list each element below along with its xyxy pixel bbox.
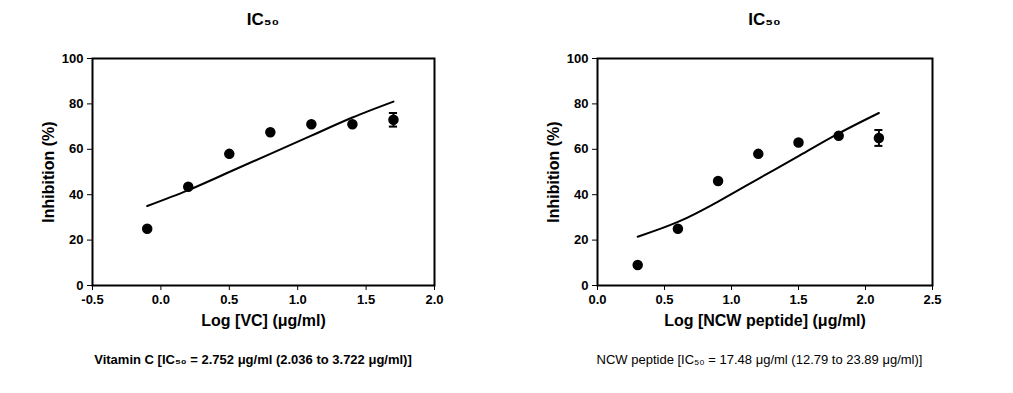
svg-text:100: 100 — [62, 51, 84, 66]
svg-text:0.5: 0.5 — [655, 292, 673, 307]
svg-text:Inhibition (%): Inhibition (%) — [40, 121, 57, 222]
svg-text:Log [NCW peptide] (μg/ml): Log [NCW peptide] (μg/ml) — [664, 312, 866, 329]
svg-text:0.0: 0.0 — [152, 292, 170, 307]
svg-text:0.5: 0.5 — [220, 292, 238, 307]
svg-text:0: 0 — [76, 278, 83, 293]
svg-text:2.0: 2.0 — [425, 292, 443, 307]
svg-text:1.0: 1.0 — [722, 292, 740, 307]
svg-text:80: 80 — [69, 96, 83, 111]
svg-text:Inhibition (%): Inhibition (%) — [545, 121, 562, 222]
html-text:NCW peptide [IC₅₀ = 17.48 μg/m: NCW peptide [IC₅₀ = 17.48 μg/ml (12.79 t… — [596, 352, 923, 367]
svg-text:-0.5: -0.5 — [81, 292, 103, 307]
svg-text:100: 100 — [567, 51, 589, 66]
svg-text:0: 0 — [581, 278, 588, 293]
svg-text:80: 80 — [574, 96, 588, 111]
svg-text:1.5: 1.5 — [789, 292, 807, 307]
svg-text:2.0: 2.0 — [856, 292, 874, 307]
svg-text:1.5: 1.5 — [357, 292, 375, 307]
svg-text:1.0: 1.0 — [289, 292, 307, 307]
html-text:IC₅₀: IC₅₀ — [748, 10, 781, 29]
svg-text:2.5: 2.5 — [923, 292, 941, 307]
svg-text:20: 20 — [574, 232, 588, 247]
svg-text:0.0: 0.0 — [588, 292, 606, 307]
svg-text:40: 40 — [574, 187, 588, 202]
html-text:IC₅₀: IC₅₀ — [246, 10, 280, 29]
svg-text:60: 60 — [69, 141, 83, 156]
html-text:Vitamin C [IC₅₀ = 2.752 μg/ml: Vitamin C [IC₅₀ = 2.752 μg/ml (2.036 to … — [94, 352, 412, 367]
svg-text:40: 40 — [69, 187, 83, 202]
svg-text:Log [VC] (μg/ml): Log [VC] (μg/ml) — [201, 312, 325, 329]
svg-text:20: 20 — [69, 232, 83, 247]
svg-text:60: 60 — [574, 141, 588, 156]
